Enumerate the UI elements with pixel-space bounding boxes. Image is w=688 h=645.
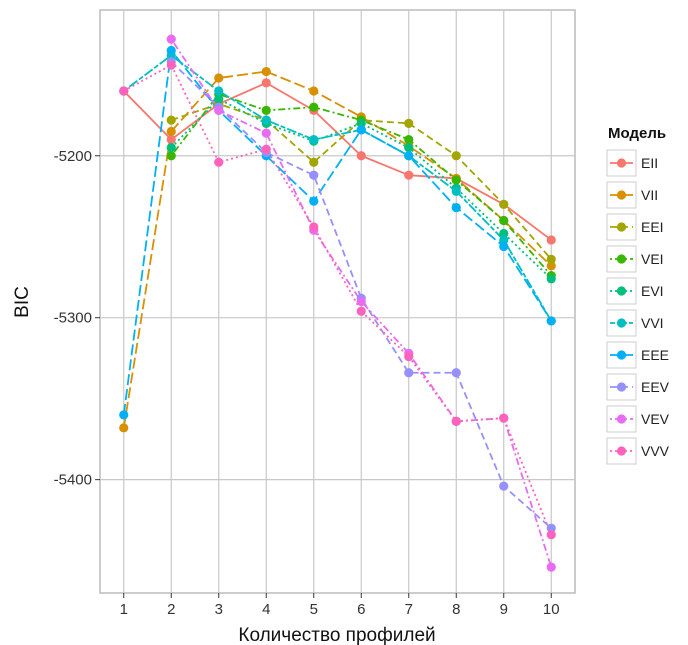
data-point-eev xyxy=(452,368,461,377)
legend-key-point-vvv xyxy=(617,446,626,455)
legend-key-point-evi xyxy=(617,286,626,295)
data-point-eei xyxy=(167,116,176,125)
legend-label-vei: VEI xyxy=(641,251,664,267)
y-axis-ticks: -5200 -5300 -5400 xyxy=(54,148,100,489)
data-point-evi xyxy=(547,274,556,283)
data-point-vev xyxy=(214,106,223,115)
data-point-vii xyxy=(119,423,128,432)
legend-label-eee: EEE xyxy=(641,347,669,363)
data-point-vei xyxy=(404,135,413,144)
data-point-vvv xyxy=(499,414,508,423)
data-point-eii xyxy=(547,235,556,244)
y-tick-label: -5200 xyxy=(54,148,92,165)
legend-label-vvi: VVI xyxy=(641,315,664,331)
y-tick-label: -5400 xyxy=(54,472,92,489)
x-axis-ticks: 1 2 3 4 5 6 7 8 9 10 xyxy=(120,593,560,618)
x-tick-label: 4 xyxy=(262,601,270,618)
x-tick-label: 9 xyxy=(500,601,508,618)
legend-label-eei: EEI xyxy=(641,219,664,235)
data-point-eei xyxy=(309,158,318,167)
data-point-eee xyxy=(119,410,128,419)
data-point-vev xyxy=(262,128,271,137)
y-axis-title: BIC xyxy=(12,286,33,318)
x-axis-title: Количество профилей xyxy=(238,625,435,645)
legend: Модель EII VII EEI VEI EVI VVI EEE EEV VEV VVV xyxy=(607,125,670,464)
data-point-vei xyxy=(167,151,176,160)
data-point-vii xyxy=(214,73,223,82)
data-point-eee xyxy=(452,203,461,212)
data-point-vei xyxy=(452,175,461,184)
data-point-eii xyxy=(357,151,366,160)
legend-label-vev: VEV xyxy=(641,411,670,427)
legend-key-point-eei xyxy=(617,222,626,231)
data-point-vvi xyxy=(214,86,223,95)
data-point-vvv xyxy=(404,352,413,361)
legend-label-vii: VII xyxy=(641,187,658,203)
data-point-eee xyxy=(357,125,366,134)
data-point-vvv xyxy=(309,222,318,231)
data-point-vvv xyxy=(119,86,128,95)
legend-title: Модель xyxy=(608,125,666,142)
data-point-eii xyxy=(262,78,271,87)
legend-key-point-vev xyxy=(617,414,626,423)
data-point-eee xyxy=(167,46,176,55)
data-point-eee xyxy=(547,316,556,325)
data-point-eei xyxy=(499,200,508,209)
data-point-vev xyxy=(357,297,366,306)
data-point-vei xyxy=(499,216,508,225)
legend-key-point-vii xyxy=(617,190,626,199)
data-point-eee xyxy=(309,196,318,205)
x-tick-label: 5 xyxy=(310,601,318,618)
x-tick-label: 7 xyxy=(405,601,413,618)
data-point-vev xyxy=(167,35,176,44)
data-point-eei xyxy=(404,119,413,128)
legend-label-eii: EII xyxy=(641,155,658,171)
data-point-eei xyxy=(452,151,461,160)
data-point-eii xyxy=(404,171,413,180)
data-point-vvi xyxy=(262,116,271,125)
x-tick-label: 3 xyxy=(215,601,223,618)
data-point-eev xyxy=(309,171,318,180)
data-point-vvv xyxy=(214,158,223,167)
data-point-vev xyxy=(547,562,556,571)
data-point-vii xyxy=(262,67,271,76)
data-point-vvv xyxy=(357,307,366,316)
x-tick-label: 6 xyxy=(357,601,365,618)
data-point-eee xyxy=(499,242,508,251)
x-tick-label: 2 xyxy=(167,601,175,618)
data-point-evi xyxy=(167,143,176,152)
x-tick-label: 8 xyxy=(452,601,460,618)
legend-key-point-eee xyxy=(617,350,626,359)
data-point-vii xyxy=(309,86,318,95)
data-point-evi xyxy=(404,143,413,152)
data-point-vvv xyxy=(452,417,461,426)
legend-items: EII VII EEI VEI EVI VVI EEE EEV VEV VVV xyxy=(607,150,670,464)
x-tick-label: 1 xyxy=(120,601,128,618)
data-point-vvv xyxy=(262,145,271,154)
data-point-eev xyxy=(404,368,413,377)
data-point-evi xyxy=(214,94,223,103)
legend-label-vvv: VVV xyxy=(641,443,670,459)
legend-key-point-vei xyxy=(617,254,626,263)
data-point-vvi xyxy=(452,187,461,196)
legend-key-point-vvi xyxy=(617,318,626,327)
data-point-vii xyxy=(167,127,176,136)
y-tick-label: -5300 xyxy=(54,310,92,327)
data-point-eee xyxy=(404,151,413,160)
data-point-eev xyxy=(499,482,508,491)
legend-label-eev: EEV xyxy=(641,379,670,395)
x-tick-label: 10 xyxy=(543,601,560,618)
data-point-vvv xyxy=(547,530,556,539)
data-point-eii xyxy=(167,135,176,144)
data-point-eei xyxy=(547,255,556,264)
legend-key-point-eev xyxy=(617,382,626,391)
data-point-vvv xyxy=(167,60,176,69)
data-point-vvi xyxy=(309,135,318,144)
legend-label-evi: EVI xyxy=(641,283,664,299)
data-point-vei xyxy=(309,103,318,112)
data-point-vei xyxy=(262,106,271,115)
legend-key-point-eii xyxy=(617,158,626,167)
